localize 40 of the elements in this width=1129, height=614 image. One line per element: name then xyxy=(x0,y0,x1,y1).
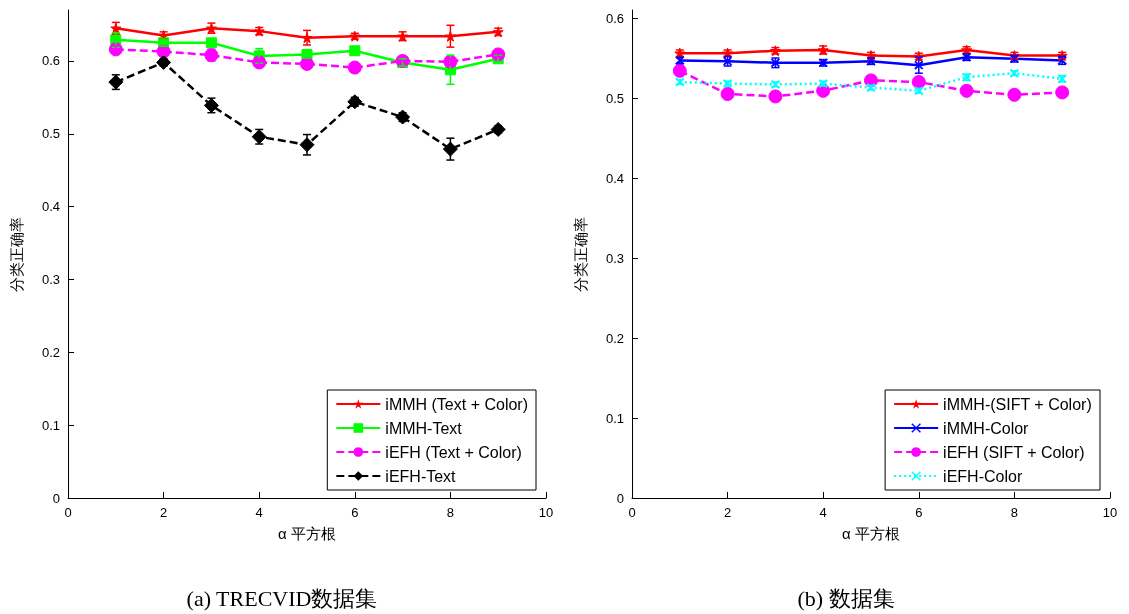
x-axis-title: α 平方根 xyxy=(278,525,336,542)
text: (b) 数据集 xyxy=(797,585,895,611)
y-tick-label: 0.5 xyxy=(41,126,60,142)
x-tick-label: 8 xyxy=(446,505,455,520)
legend-label: iEFH-Text xyxy=(385,467,457,485)
legend-label: iMMH-Text xyxy=(385,419,463,437)
legend-label: iMMH (Text + Color) xyxy=(385,395,529,413)
y-tick-label: 0.6 xyxy=(41,53,60,69)
x-axis-title: α 平方根 xyxy=(842,525,900,542)
x-tick-label: 2 xyxy=(159,505,168,520)
x-tick-label: 6 xyxy=(915,505,923,520)
y-tick-label: 0.3 xyxy=(605,250,624,266)
x-tick-label: 4 xyxy=(255,505,263,520)
legend-label: iEFH (SIFT + Color) xyxy=(943,443,1085,461)
y-axis-title: 分类正确率 xyxy=(572,216,589,292)
y-tick-label: 0.4 xyxy=(41,199,60,215)
legend-label: iEFH (Text + Color) xyxy=(385,443,522,461)
x-tick-label: 6 xyxy=(351,505,359,520)
y-tick-label: 0.1 xyxy=(41,417,60,433)
x-tick-label: 0 xyxy=(64,505,72,520)
y-tick-label: 0.4 xyxy=(605,170,624,186)
y-tick-label: 0 xyxy=(616,490,624,506)
legend-label: iMMH-(SIFT + Color) xyxy=(943,395,1092,413)
x-tick-label: 10 xyxy=(538,505,554,520)
x-tick-label: 8 xyxy=(1010,505,1019,520)
x-tick-label: 4 xyxy=(819,505,827,520)
y-tick-label: 0.6 xyxy=(605,10,624,26)
x-tick-label: 2 xyxy=(723,505,732,520)
text: (a) TRECVID数据集 xyxy=(186,585,378,611)
x-tick-label: 0 xyxy=(628,505,636,520)
legend-label: iEFH-Color xyxy=(943,467,1023,485)
y-tick-label: 0.2 xyxy=(605,330,624,346)
y-axis-title: 分类正确率 xyxy=(8,216,25,292)
y-tick-label: 0.5 xyxy=(605,90,624,106)
y-tick-label: 0.2 xyxy=(41,344,60,360)
y-tick-label: 0.1 xyxy=(605,410,624,426)
y-tick-label: 0 xyxy=(52,490,60,506)
x-tick-label: 10 xyxy=(1102,505,1118,520)
legend-label: iMMH-Color xyxy=(943,419,1030,437)
y-tick-label: 0.3 xyxy=(41,271,60,287)
